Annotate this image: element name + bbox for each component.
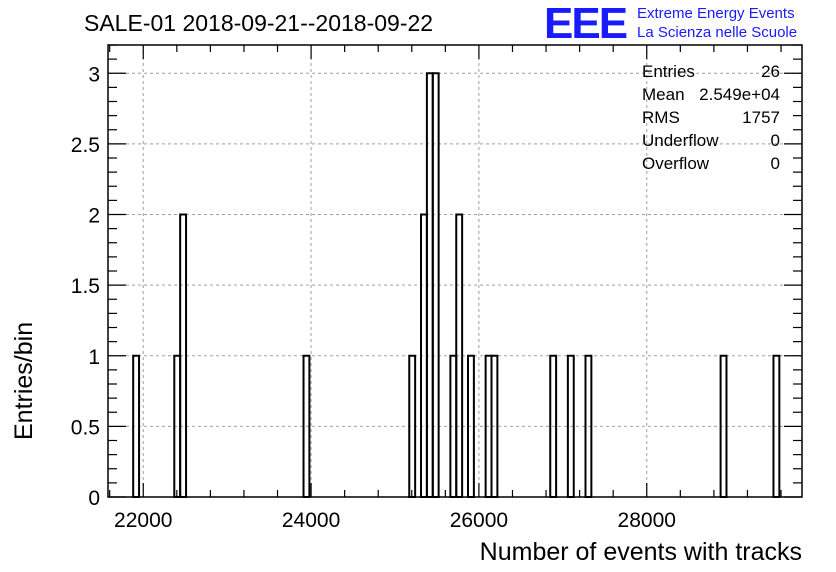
stat-row-rms: RMS 1757 xyxy=(642,106,780,129)
x-axis-label: Number of events with tracks xyxy=(479,538,802,566)
stat-value: 2.549e+04 xyxy=(699,85,780,104)
chart-title: SALE-01 2018-09-21--2018-09-22 xyxy=(84,10,434,36)
stat-value: 0 xyxy=(770,131,780,150)
logo-caption: Extreme Energy Events La Scienza nelle S… xyxy=(637,4,797,42)
y-tick-label: 2 xyxy=(88,205,100,228)
stat-value: 26 xyxy=(761,62,780,81)
histogram-bin xyxy=(179,213,188,498)
y-tick-label: 0.5 xyxy=(71,416,100,439)
logo-line-1: Extreme Energy Events xyxy=(637,5,795,22)
x-tick-label: 22000 xyxy=(114,509,172,532)
stat-row-overflow: Overflow 0 xyxy=(642,152,780,175)
histogram-bin xyxy=(408,354,417,498)
stat-key: RMS xyxy=(642,108,680,127)
stat-key: Overflow xyxy=(642,154,710,173)
stat-row-underflow: Underflow 0 xyxy=(642,129,780,152)
stat-value: 1757 xyxy=(742,108,780,127)
x-tick-label: 24000 xyxy=(282,509,340,532)
histogram-bin xyxy=(431,72,440,498)
eee-logo: EEE xyxy=(544,0,628,48)
y-tick-label: 0 xyxy=(88,487,100,510)
y-tick-label: 1.5 xyxy=(71,275,100,298)
stat-row-entries: Entries 26 xyxy=(642,60,780,83)
logo-line-2: La Scienza nelle Scuole xyxy=(637,24,798,41)
stat-key: Entries xyxy=(642,62,695,81)
y-axis-label: Entries/bin xyxy=(10,321,38,440)
stat-key: Underflow xyxy=(642,131,719,150)
y-tick-label: 3 xyxy=(88,63,100,86)
histogram-bin xyxy=(132,354,141,498)
stat-key: Mean xyxy=(642,85,685,104)
stats-box: Entries 26 Mean 2.549e+04 RMS 1757 Under… xyxy=(642,60,780,175)
y-tick-label: 2.5 xyxy=(71,134,100,157)
histogram-bin xyxy=(719,354,728,498)
x-tick-label: 26000 xyxy=(450,509,508,532)
y-tick-label: 1 xyxy=(88,346,100,369)
x-tick-label: 28000 xyxy=(618,509,676,532)
stat-row-mean: Mean 2.549e+04 xyxy=(642,83,780,106)
stat-value: 0 xyxy=(770,154,780,173)
histogram-bin xyxy=(455,213,464,498)
